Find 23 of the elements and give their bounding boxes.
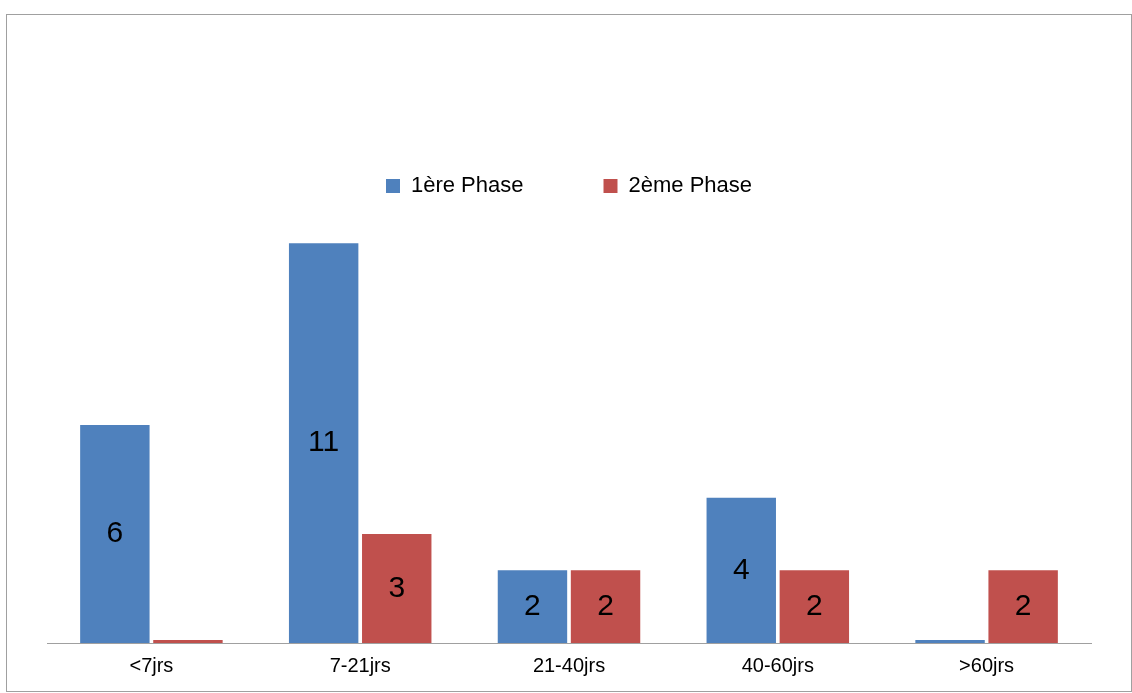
x-tick-label: 7-21jrs [329,653,391,676]
bar [80,425,150,643]
bar [570,570,641,643]
x-tick-label: >60jrs [959,653,1015,676]
data-label: 11 [308,424,340,458]
data-label: 6 [106,515,124,549]
x-tick-label: <7jrs [129,653,174,676]
data-label: 2 [597,587,614,621]
bar [779,570,850,643]
bar [288,243,359,643]
legend-label: 1ère Phase [410,172,524,198]
data-label: 2 [1014,587,1032,621]
bar [497,570,568,643]
bar [988,570,1058,643]
legend-label: 2ème Phase [628,172,753,198]
x-tick-label: 40-60jrs [741,653,814,676]
x-tick-label: 21-40jrs [532,653,606,676]
bar [362,534,432,643]
data-label: 3 [388,569,406,603]
data-label: 2 [524,587,541,621]
data-label: 2 [806,587,823,621]
data-label: 4 [732,551,750,585]
bar [706,497,776,643]
